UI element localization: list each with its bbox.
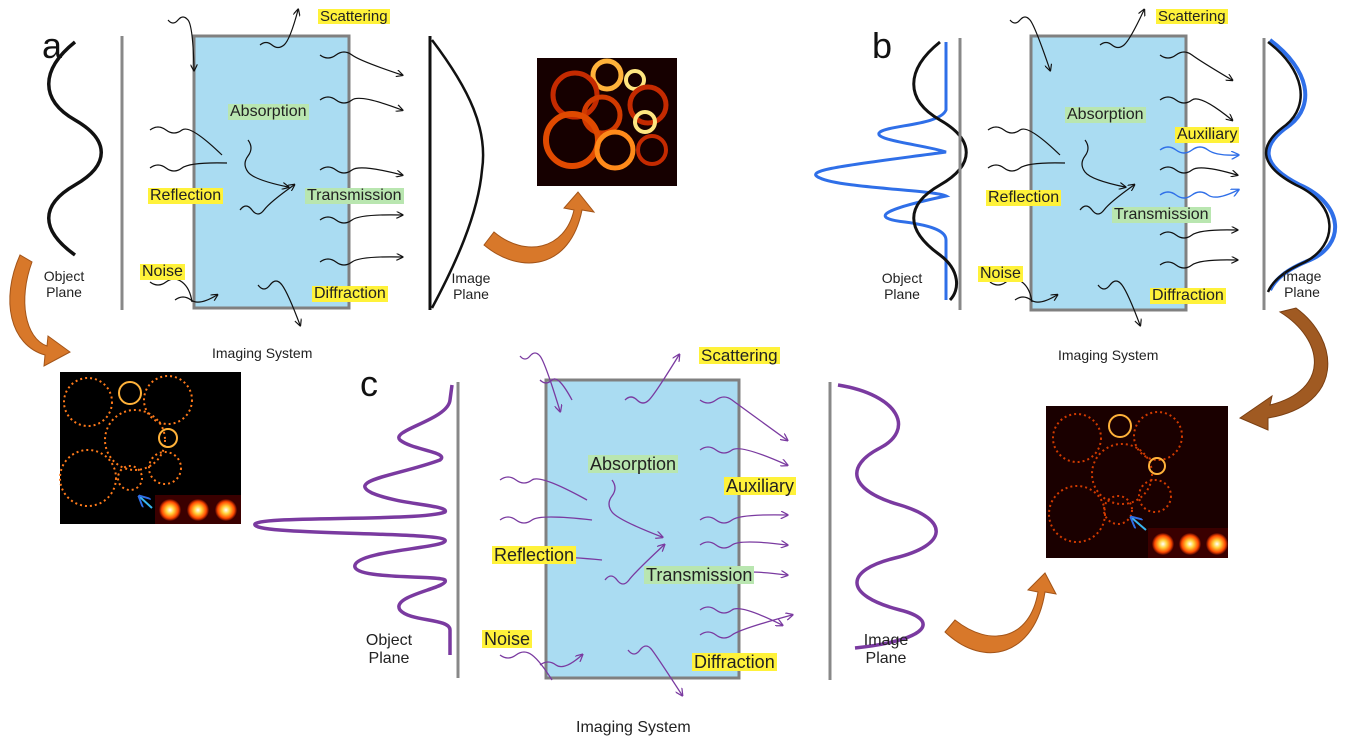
object-wave-b-black [912, 40, 968, 302]
label-auxiliary-c: Auxiliary [724, 476, 797, 496]
label-reflection-c: Reflection [492, 545, 577, 565]
object-wave-a [47, 40, 103, 257]
label-scattering-c: Scattering [699, 346, 780, 365]
panel-a-letter: a [42, 25, 63, 66]
label-diffraction-a: Diffraction [312, 285, 388, 302]
result-image-b [1046, 406, 1228, 558]
object-plane-caption-c: Object Plane [365, 632, 413, 668]
curved-arrow-a-down [9, 254, 71, 367]
imaging-system-caption-c: Imaging System [576, 719, 691, 736]
label-absorption-b: Absorption [1065, 106, 1146, 123]
image-plane-caption-b: Image Plane [1282, 268, 1322, 301]
imaging-system-box-a [192, 34, 351, 310]
object-wave-b-blue [814, 42, 951, 300]
imaging-system-caption-b: Imaging System [1058, 347, 1159, 363]
panel-c-letter: c [360, 363, 378, 404]
image-wave-b-blue [1266, 38, 1337, 291]
result-image-a-top [537, 58, 677, 186]
label-scattering-b: Scattering [1156, 8, 1228, 25]
label-noise-a: Noise [140, 263, 185, 280]
image-wave-a [430, 39, 485, 309]
label-transmission-b: Transmission [1112, 206, 1211, 223]
imaging-system-box-b [1029, 34, 1188, 312]
panel-c [253, 352, 1057, 695]
result-image-a-bottom [59, 372, 241, 524]
curved-arrow-b [1238, 307, 1329, 431]
curved-arrow-c [944, 572, 1057, 654]
label-auxiliary-b: Auxiliary [1175, 126, 1240, 143]
label-diffraction-b: Diffraction [1150, 287, 1226, 304]
label-scattering-a: Scattering [318, 8, 390, 25]
image-wave-b-black [1265, 41, 1331, 293]
curved-arrow-a-right [483, 191, 596, 264]
label-noise-b: Noise [978, 265, 1023, 282]
image-plane-caption-a: Image Plane [451, 270, 491, 303]
wavy-rays-b [987, 10, 1237, 325]
image-plane-caption-c: Image Plane [863, 632, 909, 668]
wavy-rays-a [149, 10, 402, 325]
panel-a [9, 10, 677, 524]
panel-b [814, 10, 1337, 558]
auxiliary-rays-b [1159, 146, 1238, 199]
image-wave-c [837, 383, 938, 650]
label-transmission-c: Transmission [644, 565, 755, 585]
label-absorption-c: Absorption [588, 454, 679, 474]
label-absorption-a: Absorption [228, 103, 309, 120]
object-wave-c [253, 384, 454, 655]
label-noise-c: Noise [482, 629, 533, 649]
panel-b-letter: b [872, 25, 893, 66]
label-reflection-b: Reflection [986, 189, 1062, 206]
object-plane-caption-a: Object Plane [43, 268, 85, 301]
label-reflection-a: Reflection [148, 187, 224, 204]
object-plane-caption-b: Object Plane [881, 270, 923, 303]
label-transmission-a: Transmission [305, 187, 404, 204]
label-diffraction-c: Diffraction [692, 652, 777, 672]
imaging-system-caption-a: Imaging System [212, 345, 313, 361]
